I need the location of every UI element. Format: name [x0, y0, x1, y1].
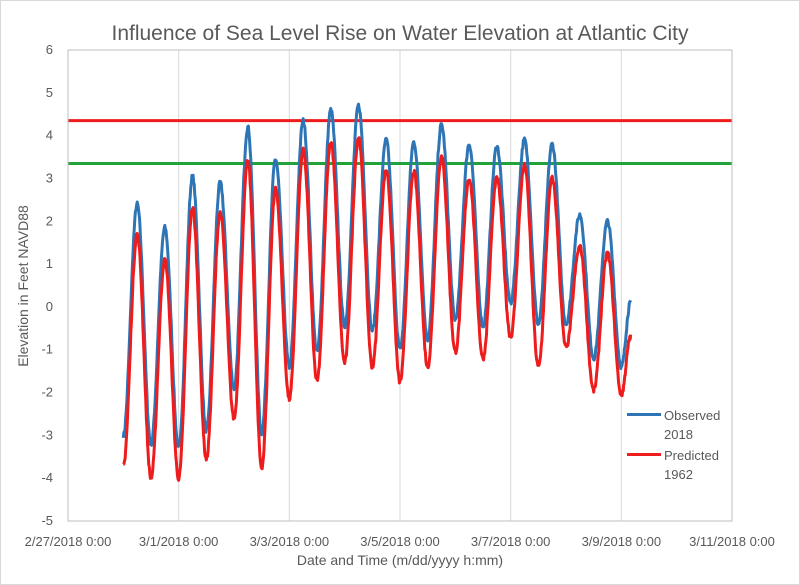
legend-entry-predicted: Predicted 1962 [627, 445, 737, 485]
legend-label-predicted: Predicted 1962 [664, 446, 719, 484]
legend-swatch-observed [627, 413, 661, 416]
y-tick-label: 2 [46, 213, 53, 228]
legend-entry-observed: Observed 2018 [627, 405, 737, 445]
legend-swatch-predicted [627, 453, 661, 456]
x-tick-label: 2/27/2018 0:00 [25, 534, 112, 549]
y-tick-label: -5 [41, 513, 53, 528]
legend-label-line-2: 2018 [664, 427, 693, 442]
legend-label-line-1: Observed [664, 408, 721, 423]
tick-labels: 2/27/2018 0:00 3/1/2018 0:00 3/3/2018 0:00… [25, 42, 775, 549]
legend: Observed 2018 Predicted 1962 [627, 405, 737, 485]
y-tick-label: -1 [41, 342, 53, 357]
chart-title: Influence of Sea Level Rise on Water Ele… [111, 22, 689, 45]
series-line-predicted [122, 136, 633, 482]
x-axis-label: Date and Time (m/dd/yyyy h:mm) [296, 552, 504, 568]
legend-label-observed: Observed 2018 [664, 406, 720, 444]
y-axis-label: Elevation in Feet NAVD88 [15, 205, 31, 367]
x-tick-label: 3/11/2018 0:00 [689, 534, 775, 549]
series-line-observed [121, 102, 632, 448]
y-tick-label: -4 [41, 470, 53, 485]
legend-label-line-2: 1962 [664, 467, 693, 482]
y-tick-label: 6 [46, 42, 53, 57]
x-tick-label: 3/9/2018 0:00 [582, 534, 662, 549]
legend-label-line-1: Predicted [664, 448, 719, 463]
data-series [121, 102, 633, 482]
y-tick-label: 4 [46, 128, 53, 143]
y-tick-label: 5 [46, 85, 53, 100]
x-tick-label: 3/1/2018 0:00 [139, 534, 219, 549]
y-tick-label: 1 [46, 256, 53, 271]
x-tick-label: 3/5/2018 0:00 [360, 534, 440, 549]
y-tick-label: 0 [46, 299, 53, 314]
y-tick-label: 3 [46, 170, 53, 185]
plot-area-border [67, 49, 733, 522]
y-tick-label: -3 [41, 427, 53, 442]
reference-lines [68, 119, 732, 165]
axes [67, 49, 733, 522]
x-tick-label: 3/3/2018 0:00 [250, 534, 330, 549]
y-tick-label: -2 [41, 385, 53, 400]
x-tick-label: 3/7/2018 0:00 [471, 534, 551, 549]
